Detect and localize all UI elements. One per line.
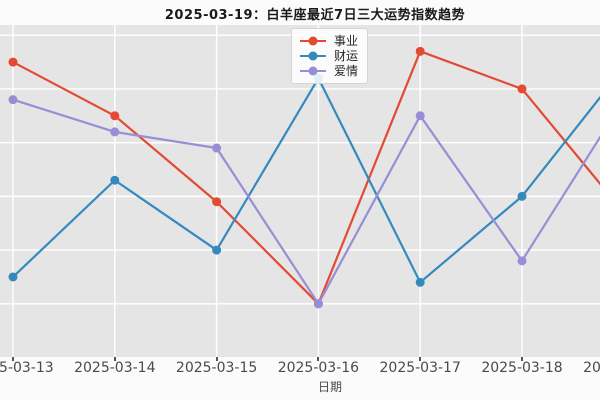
legend-label-wealth: 财运	[334, 49, 359, 63]
x-tick-label-2: 2025-03-15	[175, 360, 258, 376]
x-axis-label: 日期	[317, 380, 343, 394]
legend-label-love: 爱情	[334, 64, 359, 78]
legend-label-career: 事业	[334, 34, 359, 48]
x-tick-mark	[521, 357, 523, 361]
point-love-0	[8, 95, 18, 105]
line-love	[11, 98, 600, 305]
legend-marker-icon	[308, 66, 318, 75]
point-career-0	[8, 57, 18, 67]
x-tick-mark	[317, 357, 320, 361]
point-wealth-4	[415, 277, 425, 287]
x-tick-label-4: 2025-03-17	[379, 360, 461, 376]
point-love-4	[415, 111, 425, 121]
x-tick-label-3: 2025-03-16	[277, 360, 360, 376]
x-tick-mark	[12, 357, 14, 361]
x-tick-label-0: 2025-03-13	[0, 360, 54, 376]
x-tick-label-6: 2025-03-19	[583, 360, 600, 376]
legend-item-career: 事业	[300, 33, 358, 48]
point-career-4	[415, 46, 425, 56]
legend-line-swatch-love	[300, 66, 326, 75]
x-tick-mark	[215, 357, 218, 361]
point-career-2	[212, 197, 222, 207]
legend-line-swatch-career	[300, 36, 326, 45]
legend: 事业 财运 爱情	[291, 28, 369, 84]
x-tick-mark	[419, 357, 422, 361]
legend-marker-icon	[308, 36, 318, 45]
point-wealth-0	[8, 272, 18, 282]
legend-item-wealth: 财运	[300, 48, 358, 63]
x-tick-mark	[113, 357, 116, 361]
legend-marker-icon	[308, 51, 318, 60]
x-tick-label-1: 2025-03-14	[74, 360, 156, 376]
legend-line-swatch-wealth	[300, 51, 326, 60]
point-wealth-2	[212, 245, 222, 255]
point-career-5	[517, 84, 527, 94]
x-tick-label-5: 2025-03-18	[481, 360, 563, 376]
point-love-2	[212, 143, 222, 153]
point-wealth-5	[517, 191, 527, 201]
legend-item-love: 爱情	[300, 63, 358, 78]
point-love-1	[110, 127, 120, 137]
plot-canvas	[0, 25, 600, 357]
point-love-5	[517, 256, 527, 266]
point-wealth-1	[110, 175, 120, 185]
point-career-1	[110, 111, 120, 121]
point-love-3	[313, 299, 323, 309]
chart-title: 2025-03-19：白羊座最近7日三大运势指数趋势	[164, 8, 466, 23]
